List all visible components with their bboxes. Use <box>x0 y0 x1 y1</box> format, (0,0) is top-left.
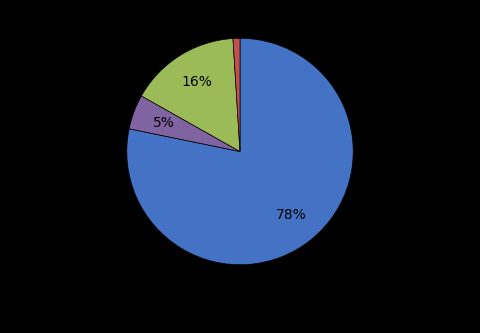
Wedge shape <box>142 39 240 152</box>
Text: 16%: 16% <box>181 76 212 90</box>
Text: 1%: 1% <box>0 332 1 333</box>
Wedge shape <box>127 38 353 265</box>
Wedge shape <box>233 38 240 152</box>
Text: 5%: 5% <box>153 116 175 130</box>
Text: 78%: 78% <box>276 208 307 222</box>
Wedge shape <box>129 96 240 152</box>
